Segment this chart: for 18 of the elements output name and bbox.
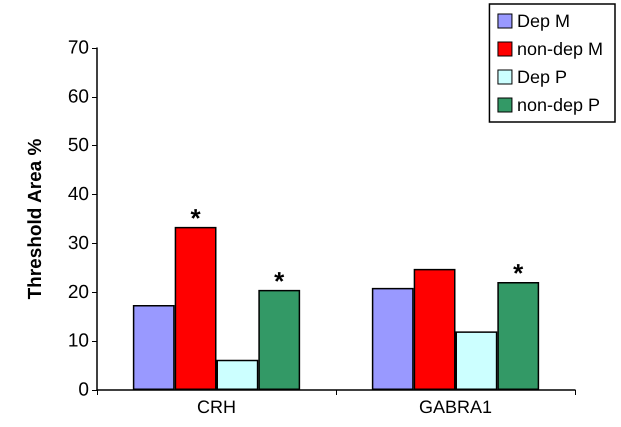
- legend-label: Dep P: [516, 67, 567, 87]
- legend-label: Dep M: [516, 11, 570, 31]
- y-tick-label: 30: [68, 232, 89, 254]
- y-tick-label: 40: [68, 184, 89, 206]
- y-tick-label: 70: [68, 38, 89, 58]
- y-tick-label: 0: [78, 380, 89, 400]
- annotation: *: [513, 258, 524, 288]
- y-tick-label: 20: [68, 282, 89, 303]
- annotation: *: [274, 266, 286, 296]
- x-tick-label: CRH: [197, 397, 236, 417]
- x-tick-label: GABRA1: [418, 397, 492, 417]
- legend-label: non-dep M: [516, 39, 604, 59]
- y-tick-label: 60: [68, 86, 89, 108]
- annotation: *: [190, 202, 202, 233]
- y-axis-title: Threshold Area %: [25, 138, 46, 300]
- y-tick-label: 50: [68, 135, 89, 156]
- legend-label: non-dep P: [516, 95, 600, 115]
- y-tick-label: 10: [68, 330, 89, 352]
